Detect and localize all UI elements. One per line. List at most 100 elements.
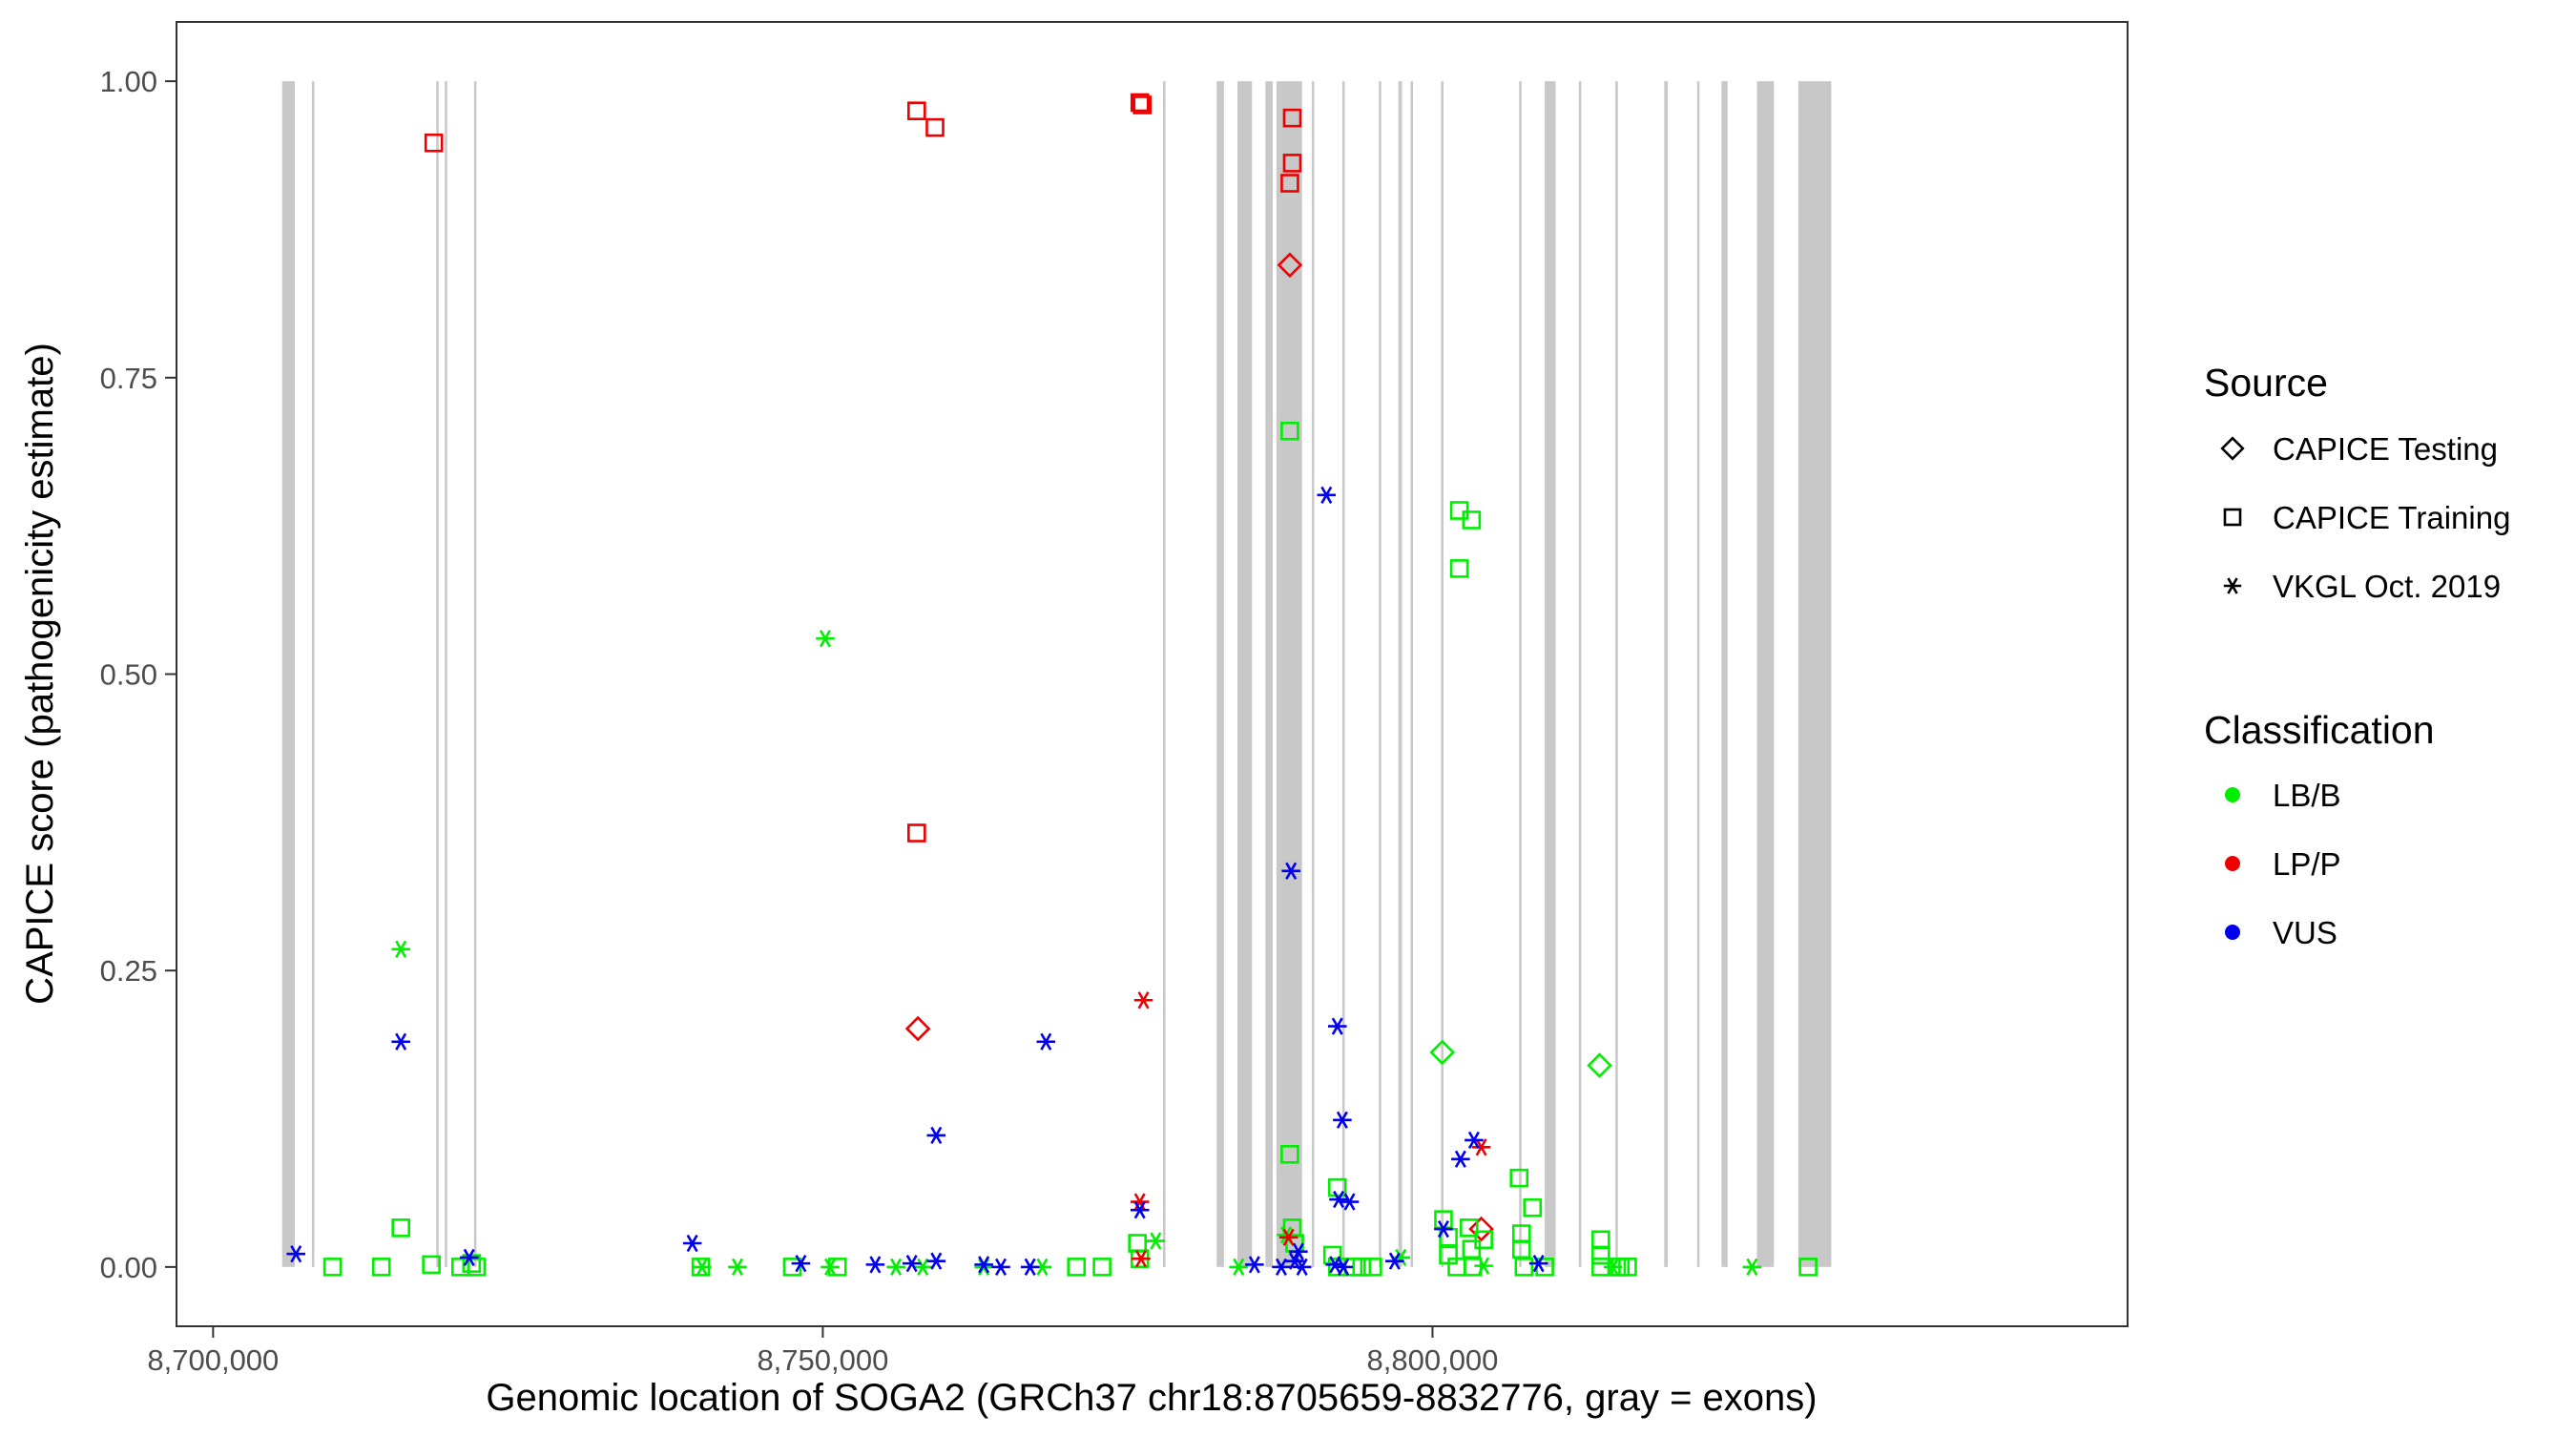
point-vkgl-oct-2019-vus-10 <box>974 1256 993 1274</box>
point-vkgl-oct-2019-vus-9 <box>926 1126 946 1145</box>
point-vkgl-oct-2019-vus-21 <box>1317 486 1337 504</box>
point-vkgl-oct-2019-lp-p-4 <box>1278 1228 1298 1246</box>
point-capice-training-lb-b-23 <box>1352 1258 1372 1277</box>
exon-band-9 <box>1265 81 1274 1267</box>
point-capice-training-lb-b-27 <box>1462 510 1482 530</box>
point-capice-training-lb-b-12 <box>1092 1258 1111 1277</box>
point-vkgl-oct-2019-vus-13 <box>1036 1032 1056 1051</box>
x-axis-label: Genomic location of SOGA2 (GRCh37 chr18:… <box>486 1377 1817 1419</box>
legend-label-source-2: CAPICE Training <box>2273 500 2510 535</box>
axis-ticks: 0.00 0.25 0.50 0.75 1.00 8,700,000 8,750,000 8,… <box>100 65 1499 1377</box>
point-vkgl-oct-2019-vus-29 <box>1434 1219 1453 1238</box>
point-capice-training-lb-b-9 <box>782 1258 802 1277</box>
point-capice-training-lb-b-4 <box>422 1255 441 1275</box>
legend-key-lp-p <box>2225 856 2240 871</box>
y-tick-label-1: 0.25 <box>100 954 157 988</box>
point-vkgl-oct-2019-vus-31 <box>1465 1131 1484 1150</box>
point-vkgl-oct-2019-lb-b-14 <box>1603 1258 1623 1276</box>
exon-band-8 <box>1236 81 1253 1267</box>
plot-panel-border <box>176 21 2129 1327</box>
point-capice-training-lb-b-48 <box>1798 1258 1818 1277</box>
point-capice-training-lp-p-2 <box>907 101 926 121</box>
exon-band-22 <box>1696 81 1700 1267</box>
exon-band-20 <box>1615 81 1618 1267</box>
point-vkgl-oct-2019-vus-5 <box>791 1255 811 1273</box>
point-capice-testing-lp-p-2 <box>1277 252 1303 279</box>
point-capice-training-lp-p-5 <box>1130 93 1150 113</box>
point-capice-training-lb-b-1 <box>322 1258 343 1277</box>
exon-band-7 <box>1216 81 1224 1267</box>
point-capice-training-lb-b-16 <box>1280 1145 1299 1164</box>
point-capice-training-lp-p-3 <box>925 117 945 137</box>
point-vkgl-oct-2019-vus-16 <box>1272 1258 1291 1276</box>
point-capice-testing-lb-b-1 <box>1429 1039 1456 1066</box>
point-capice-training-lb-b-32 <box>1460 1218 1479 1238</box>
x-tick-label-0: 8,700,000 <box>147 1343 279 1377</box>
point-capice-training-lb-b-15 <box>1280 421 1299 441</box>
exon-band-16 <box>1441 81 1444 1267</box>
point-vkgl-oct-2019-vus-12 <box>1020 1258 1040 1276</box>
point-vkgl-oct-2019-lb-b-2 <box>816 630 835 648</box>
point-capice-training-lb-b-35 <box>1474 1230 1493 1250</box>
point-vkgl-oct-2019-vus-32 <box>1528 1255 1548 1273</box>
point-capice-training-lp-p-4 <box>907 823 926 843</box>
point-vkgl-oct-2019-vus-11 <box>991 1258 1010 1276</box>
legend-key-lb-b <box>2225 787 2240 802</box>
exon-band-2 <box>311 81 315 1267</box>
exon-band-4 <box>445 81 447 1267</box>
point-vkgl-oct-2019-lb-b-15 <box>1742 1258 1762 1276</box>
point-vkgl-oct-2019-vus-6 <box>865 1256 885 1274</box>
point-vkgl-oct-2019-vus-30 <box>1451 1150 1470 1168</box>
point-capice-training-lp-p-1 <box>424 133 444 153</box>
exon-band-14 <box>1398 81 1402 1267</box>
legend-key-vus <box>2225 925 2240 940</box>
exon-band-15 <box>1410 81 1414 1267</box>
point-capice-training-lb-b-39 <box>1511 1239 1531 1259</box>
point-vkgl-oct-2019-lb-b-10 <box>1146 1232 1166 1250</box>
point-vkgl-oct-2019-vus-1 <box>286 1245 306 1263</box>
point-capice-training-lb-b-42 <box>1591 1230 1610 1250</box>
legend-key-asterisk <box>2223 577 2242 594</box>
point-capice-training-lb-b-36 <box>1509 1168 1529 1188</box>
point-capice-training-lb-b-13 <box>1128 1234 1147 1253</box>
point-capice-training-lb-b-40 <box>1514 1258 1534 1277</box>
exon-bands <box>281 81 1832 1267</box>
point-capice-training-lb-b-19 <box>1322 1245 1342 1265</box>
exon-band-24 <box>1756 81 1775 1267</box>
point-vkgl-oct-2019-vus-22 <box>1328 1017 1347 1035</box>
exon-band-6 <box>1163 81 1166 1267</box>
point-vkgl-oct-2019-vus-25 <box>1340 1193 1360 1211</box>
point-capice-training-lb-b-25 <box>1449 501 1469 520</box>
point-capice-training-lp-p-7 <box>1282 108 1302 128</box>
point-capice-training-lb-b-37 <box>1523 1197 1543 1217</box>
point-capice-training-lb-b-33 <box>1462 1239 1482 1259</box>
point-vkgl-oct-2019-lb-b-6 <box>886 1258 905 1276</box>
y-axis-label: CAPICE score (pathogenicity estimate) <box>19 343 61 1005</box>
point-capice-training-lb-b-2 <box>371 1258 391 1277</box>
point-capice-training-lp-p-9 <box>1280 174 1299 193</box>
point-vkgl-oct-2019-vus-27 <box>1334 1258 1353 1276</box>
point-vkgl-oct-2019-lp-p-2 <box>1130 1193 1150 1211</box>
exon-band-19 <box>1578 81 1582 1267</box>
point-vkgl-oct-2019-lp-p-3 <box>1132 1250 1151 1268</box>
exon-band-13 <box>1379 81 1381 1267</box>
x-tick-label-2: 8,800,000 <box>1367 1343 1499 1377</box>
point-vkgl-oct-2019-lb-b-1 <box>391 940 410 958</box>
point-capice-training-lb-b-3 <box>391 1218 410 1238</box>
y-tick-label-3: 0.75 <box>100 362 157 395</box>
point-vkgl-oct-2019-lb-b-4 <box>728 1258 747 1276</box>
legend-key-square <box>2223 508 2242 527</box>
point-vkgl-oct-2019-lb-b-5 <box>821 1258 840 1276</box>
point-vkgl-oct-2019-vus-2 <box>391 1032 410 1051</box>
exon-band-11 <box>1311 81 1315 1267</box>
point-vkgl-oct-2019-lb-b-11 <box>1229 1258 1249 1276</box>
point-vkgl-oct-2019-vus-20 <box>1292 1258 1312 1276</box>
exon-band-1 <box>281 81 295 1267</box>
point-vkgl-oct-2019-vus-4 <box>682 1234 702 1253</box>
point-vkgl-oct-2019-lp-p-5 <box>1471 1138 1491 1156</box>
legend-key-diamond <box>2220 436 2245 461</box>
y-tick-label-0: 0.00 <box>100 1251 157 1284</box>
y-tick-label-4: 1.00 <box>100 65 157 98</box>
legend-label-class-1: LB/B <box>2273 778 2341 813</box>
